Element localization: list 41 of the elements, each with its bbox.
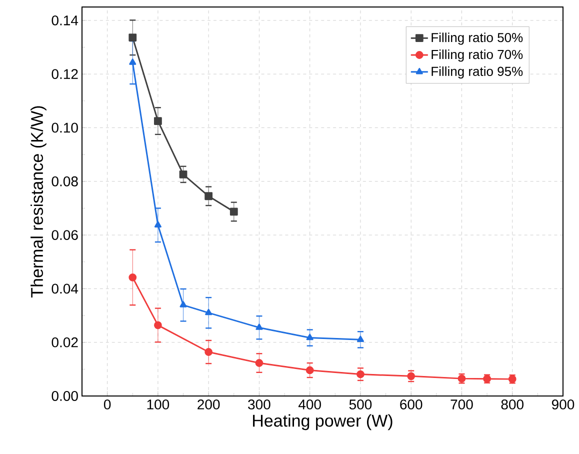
point xyxy=(154,117,162,125)
point xyxy=(306,334,314,340)
point xyxy=(255,359,264,367)
point xyxy=(356,336,364,342)
legend-label: Filling ratio 95% xyxy=(432,66,523,79)
x-tick-label: 400 xyxy=(298,400,321,410)
point xyxy=(407,372,416,380)
point xyxy=(230,208,238,216)
point xyxy=(356,370,364,378)
x-axis-title: Heating power (W) xyxy=(253,414,392,430)
y-tick-label: 0.00 xyxy=(52,391,78,401)
point xyxy=(180,301,187,308)
legend-label: Filling ratio 50% xyxy=(432,32,523,45)
x-tick-label: 700 xyxy=(450,400,473,410)
point xyxy=(154,221,162,228)
x-tick-label: 900 xyxy=(552,400,574,410)
y-tick-label: 0.02 xyxy=(52,337,78,348)
y-axis-title: Thermal resistance (K/W) xyxy=(30,106,46,298)
point xyxy=(204,192,213,200)
x-tick-label: 800 xyxy=(501,400,524,410)
x-tick-label: 100 xyxy=(147,400,170,410)
x-tick-label: 0 xyxy=(104,400,111,410)
y-tick-label: 0.14 xyxy=(52,15,78,26)
y-tick-label: 0.10 xyxy=(52,122,78,133)
y-tick-label: 0.04 xyxy=(52,284,78,294)
x-tick-label: 300 xyxy=(248,400,270,410)
x-tick-label: 600 xyxy=(400,400,422,410)
y-tick-label: 0.06 xyxy=(52,230,78,240)
x-tick-label: 200 xyxy=(198,400,220,410)
legend-label: Filling ratio 70% xyxy=(432,50,523,62)
point xyxy=(204,348,213,356)
point xyxy=(256,324,263,330)
point xyxy=(179,170,188,178)
point xyxy=(306,366,314,374)
point xyxy=(205,308,212,316)
point xyxy=(129,58,136,65)
point xyxy=(154,321,162,330)
x-tick-label: 500 xyxy=(349,400,372,410)
point xyxy=(128,273,137,282)
y-tick-label: 0.12 xyxy=(52,69,78,80)
y-tick-label: 0.08 xyxy=(52,176,78,186)
